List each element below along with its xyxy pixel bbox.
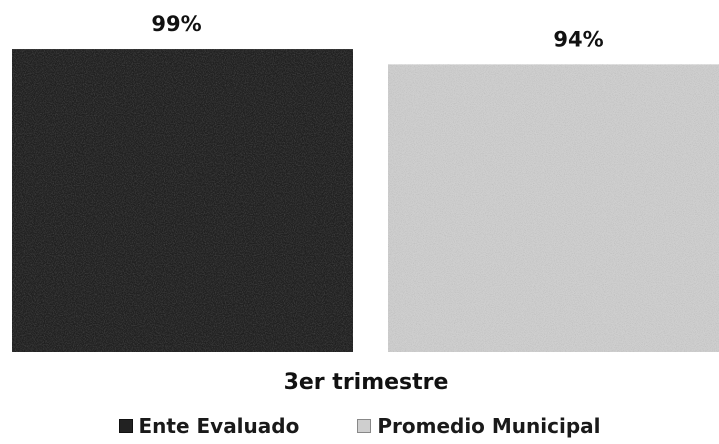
legend-swatch-light [357, 419, 372, 433]
bar-ente-evaluado [12, 49, 353, 353]
legend-label: Ente Evaluado [138, 414, 300, 438]
data-label: 94% [553, 27, 603, 51]
data-label: 99% [151, 12, 201, 36]
legend: Ente Evaluado Promedio Municipal [0, 414, 719, 438]
value-labels-group: 99% 94% [151, 12, 603, 51]
legend-swatch-dark [118, 419, 133, 433]
bar-promedio-municipal [388, 64, 719, 353]
bars-group [12, 49, 719, 353]
legend-item-ente-evaluado: Ente Evaluado [118, 414, 300, 438]
legend-label: Promedio Municipal [377, 414, 601, 438]
legend-item-promedio-municipal: Promedio Municipal [357, 414, 601, 438]
x-tick-label: 3er trimestre [284, 370, 449, 395]
